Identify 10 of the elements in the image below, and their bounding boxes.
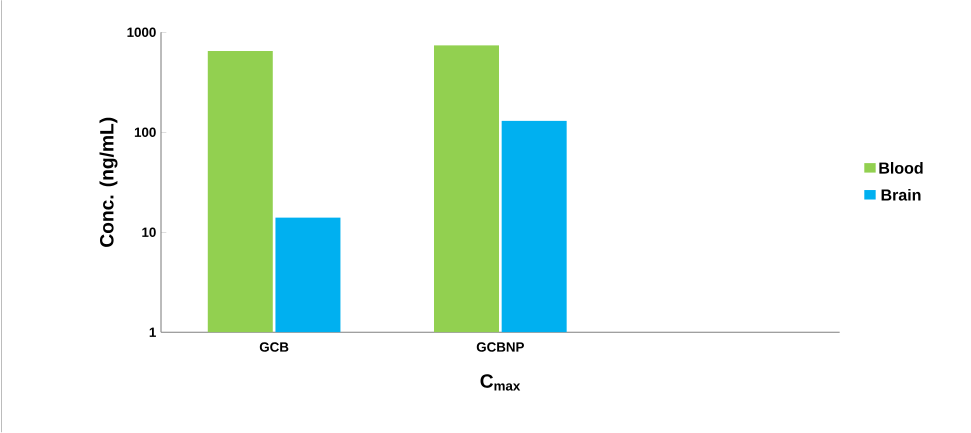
x-tick-label: GCBNP bbox=[476, 342, 524, 352]
legend-label: Blood bbox=[879, 162, 923, 174]
y-axis-title: Conc. (ng/mL) bbox=[100, 118, 118, 248]
x-axis-title: C$_{max}$ bbox=[480, 374, 520, 391]
y-tick-label: 1 bbox=[150, 328, 156, 338]
x-tick-label: GCB bbox=[260, 342, 288, 352]
y-tick-label: 100 bbox=[134, 128, 156, 138]
legend-label: Brain bbox=[882, 189, 920, 201]
y-tick-label: 10 bbox=[142, 228, 156, 238]
y-tick-label: 1000 bbox=[127, 28, 156, 38]
